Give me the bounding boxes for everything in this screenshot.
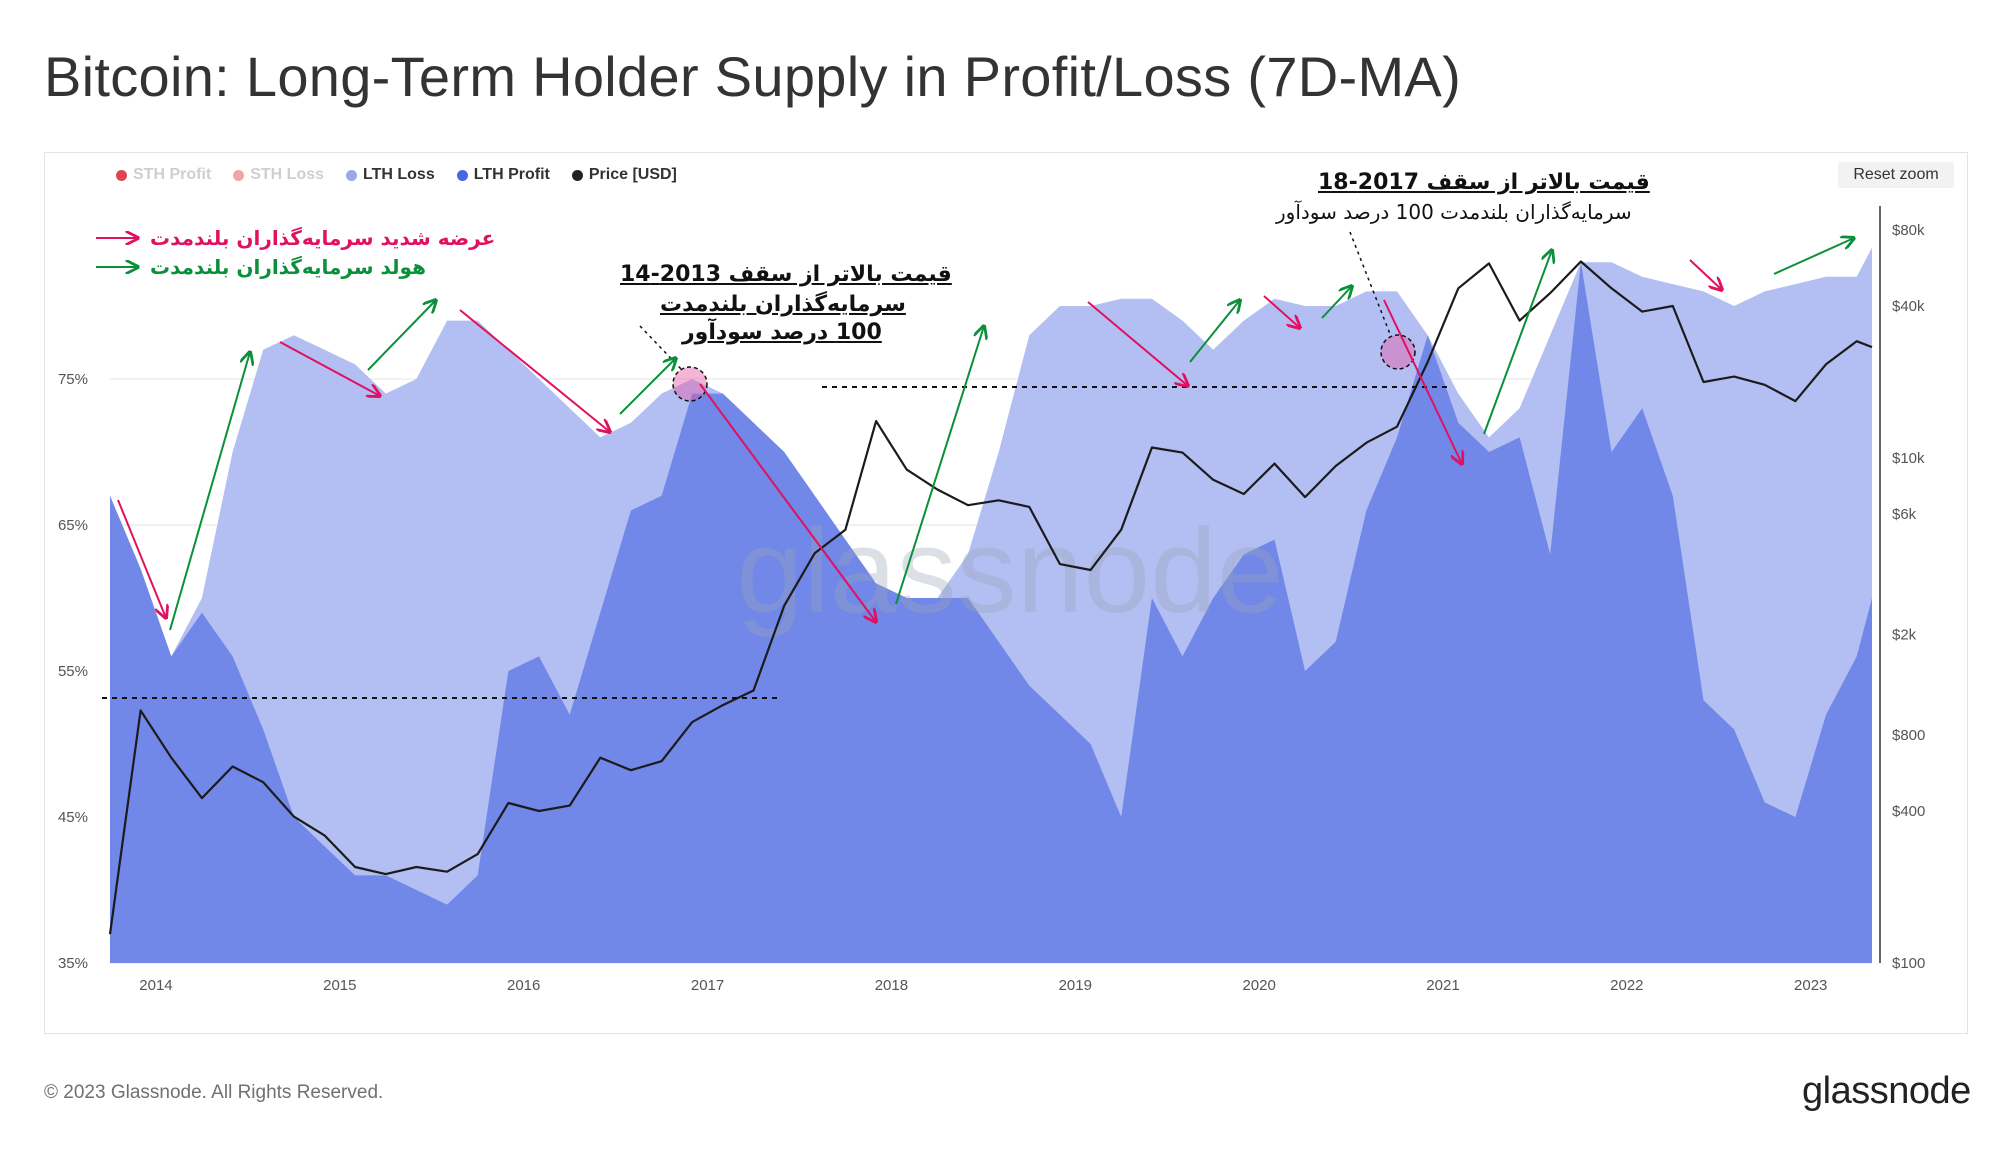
- note-2017-line3: 100 درصد سودآور: [682, 320, 882, 345]
- legend-item-price[interactable]: Price [USD]: [571, 166, 677, 184]
- chart-title: Bitcoin: Long-Term Holder Supply in Prof…: [44, 45, 1462, 108]
- legend: STH Profit STH Loss LTH Loss LTH Profit …: [116, 166, 677, 184]
- copyright: © 2023 Glassnode. All Rights Reserved.: [44, 1082, 384, 1103]
- legend-label: LTH Profit: [473, 166, 550, 183]
- note-2017-line2: سرمایه‌گذاران بلندمدت: [660, 292, 906, 317]
- brand-logo: glassnode: [1802, 1070, 1971, 1112]
- legend-label: STH Loss: [250, 166, 325, 183]
- reset-zoom-button[interactable]: Reset zoom: [1838, 162, 1954, 188]
- legend-item-lth-loss[interactable]: LTH Loss: [346, 166, 435, 184]
- legend-item-sth-profit[interactable]: STH Profit: [116, 166, 211, 184]
- legend-annotation-green: هولد سرمایه‌گذاران بلندمدت: [150, 255, 426, 279]
- legend-label: STH Profit: [133, 166, 212, 183]
- legend-annotation-red: عرضه شدید سرمایه‌گذاران بلندمدت: [150, 226, 496, 250]
- legend-item-sth-loss[interactable]: STH Loss: [233, 166, 324, 184]
- note-2021-title: قیمت بالاتر از سقف 2017-18: [1318, 170, 1650, 195]
- legend-marker: [346, 169, 358, 181]
- legend-label: LTH Loss: [363, 166, 435, 183]
- chart-frame: [44, 152, 1968, 1034]
- legend-marker: [571, 169, 583, 181]
- legend-marker: [233, 169, 245, 181]
- legend-marker: [116, 169, 127, 181]
- legend-item-lth-profit[interactable]: LTH Profit: [456, 166, 550, 184]
- note-2021-line2: سرمایه‌گذاران بلندمدت 100 درصد سودآور: [1276, 200, 1632, 224]
- legend-label: Price [USD]: [588, 166, 677, 183]
- note-2017-title: قیمت بالاتر از سقف 2013-14: [620, 262, 952, 287]
- legend-marker: [456, 169, 468, 181]
